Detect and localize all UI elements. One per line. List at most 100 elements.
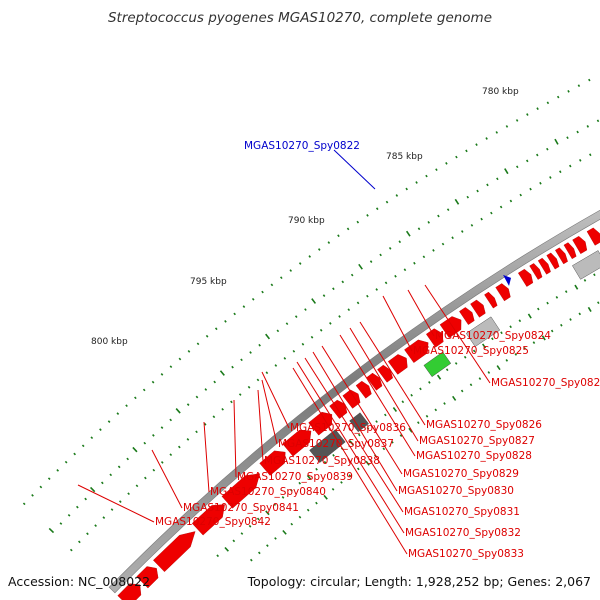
leader-line — [312, 351, 398, 492]
leader-line — [321, 345, 403, 475]
tick-mark — [116, 412, 120, 415]
tick-mark — [569, 164, 572, 168]
tick-mark — [469, 383, 473, 387]
gene-label[interactable]: MGAS10270_Spy0823 — [491, 377, 600, 389]
tick-mark — [451, 236, 454, 240]
tick-mark — [204, 388, 208, 391]
gene-arrow — [329, 399, 348, 419]
gene-arrow — [517, 268, 534, 287]
gene-label[interactable]: MGAS10270_Spy0825 — [413, 345, 529, 357]
tick-mark — [478, 377, 482, 380]
tick-mark — [323, 494, 328, 500]
tick-mark — [160, 461, 164, 464]
tick-mark — [567, 89, 570, 93]
tick-mark — [536, 153, 539, 157]
tick-mark — [76, 505, 79, 509]
gene-arrow — [136, 566, 159, 589]
tick-mark — [240, 358, 243, 362]
tick-mark — [366, 214, 369, 217]
accession-text: Accession: NC_008022 — [8, 574, 150, 589]
scale-ticks — [22, 78, 600, 562]
gene-label-highlighted[interactable]: MGAS10270_Spy0822 — [244, 140, 360, 152]
gene-label[interactable]: MGAS10270_Spy0828 — [416, 450, 532, 462]
gene-label[interactable]: MGAS10270_Spy0829 — [403, 468, 519, 480]
tick-mark — [298, 481, 302, 485]
tick-mark — [102, 516, 106, 519]
scale-label-795: 795 kbp — [190, 277, 227, 287]
tick-mark — [549, 176, 552, 179]
gene-label[interactable]: MGAS10270_Spy0826 — [426, 419, 542, 431]
tick-mark — [84, 497, 87, 501]
leader-line — [296, 361, 405, 534]
tick-mark — [213, 380, 217, 384]
gene-label[interactable]: MGAS10270_Spy0841 — [183, 502, 299, 514]
tick-mark — [560, 323, 563, 327]
leader-line — [261, 371, 290, 429]
tick-mark — [151, 380, 155, 384]
tick-mark — [81, 444, 85, 448]
tick-mark — [301, 342, 305, 346]
tick-mark — [31, 494, 34, 497]
gene-label[interactable]: MGAS10270_Spy0827 — [419, 435, 535, 447]
tick-mark — [256, 517, 260, 521]
feature-box-light — [465, 316, 501, 347]
tick-mark — [509, 199, 513, 203]
tick-mark — [257, 551, 261, 555]
gene-label[interactable]: MGAS10270_Spy0832 — [405, 527, 521, 539]
tick-mark — [224, 546, 229, 552]
gene-label[interactable]: MGAS10270_Spy0831 — [404, 506, 520, 518]
tick-mark — [142, 388, 146, 392]
tick-mark — [178, 357, 182, 361]
leader-line — [339, 334, 416, 457]
tick-mark — [282, 529, 287, 535]
tick-mark — [403, 268, 407, 272]
scale-label-780: 780 kbp — [482, 87, 519, 97]
tick-mark — [490, 211, 493, 215]
tick-mark — [186, 403, 190, 406]
gene-arrow — [529, 263, 543, 280]
gene-label[interactable]: MGAS10270_Spy0842 — [155, 516, 271, 528]
gene-label[interactable]: MGAS10270_Spy0824 — [435, 330, 551, 342]
tick-mark — [349, 440, 354, 446]
tick-mark — [410, 393, 413, 397]
tick-mark — [588, 78, 591, 82]
tick-mark — [417, 421, 420, 425]
gene-track — [117, 227, 600, 600]
gene-label[interactable]: MGAS10270_Spy0836 — [290, 422, 406, 434]
tick-mark — [274, 537, 277, 540]
tick-mark — [379, 253, 382, 257]
tick-mark — [401, 400, 405, 404]
tick-mark — [578, 312, 582, 316]
gene-arrow — [259, 450, 286, 476]
tick-mark — [480, 217, 483, 221]
tick-mark — [576, 130, 579, 134]
tick-mark — [384, 413, 387, 417]
tick-mark — [249, 558, 253, 562]
leader-line — [349, 327, 419, 442]
tick-mark — [281, 496, 285, 499]
tick-mark — [214, 327, 218, 331]
tick-mark — [452, 395, 457, 401]
tick-mark — [523, 347, 527, 350]
tick-mark — [356, 467, 360, 471]
tick-mark — [331, 487, 335, 491]
tick-mark — [496, 177, 499, 181]
tick-mark — [382, 447, 386, 451]
gene-label[interactable]: MGAS10270_Spy0838 — [264, 455, 380, 467]
gene-label[interactable]: MGAS10270_Spy0830 — [398, 485, 514, 497]
tick-mark — [178, 445, 181, 449]
gene-arrow — [537, 257, 551, 275]
tick-mark — [436, 374, 442, 380]
feature-box-dark — [349, 412, 369, 433]
leader-line — [359, 321, 426, 426]
tick-mark — [463, 355, 467, 359]
gene-label[interactable]: MGAS10270_Spy0837 — [278, 438, 394, 450]
tick-mark — [233, 312, 236, 316]
gene-arrow — [308, 411, 333, 436]
gene-label[interactable]: MGAS10270_Spy0840 — [210, 486, 326, 498]
gene-label[interactable]: MGAS10270_Spy0833 — [408, 548, 524, 560]
gene-label[interactable]: MGAS10270_Spy0839 — [237, 471, 353, 483]
tick-mark — [574, 284, 579, 290]
tick-mark — [195, 395, 199, 399]
tick-mark — [425, 414, 429, 418]
